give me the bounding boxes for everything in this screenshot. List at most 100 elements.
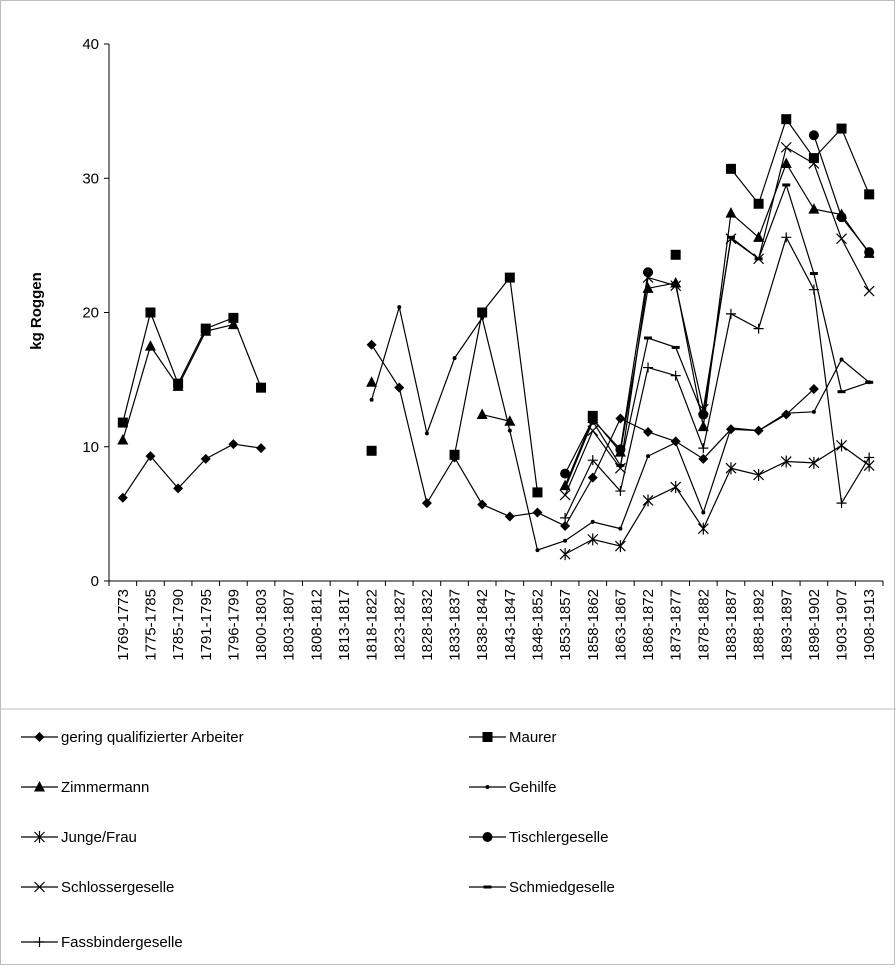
data-point [563, 538, 568, 543]
data-point [228, 439, 239, 450]
data-point [449, 449, 460, 460]
legend-marker [34, 881, 45, 893]
data-point [808, 384, 819, 395]
data-point [697, 522, 709, 535]
x-tick-label: 1868-1872 [640, 589, 657, 661]
legend-item: Gehilfe [469, 779, 557, 796]
data-point [784, 411, 789, 416]
x-tick-label: 1903-1907 [834, 589, 851, 661]
data-point [725, 462, 737, 475]
data-point [200, 453, 211, 464]
legend-label: Zimmermann [61, 779, 149, 796]
data-point [504, 415, 516, 426]
data-point [366, 339, 377, 350]
x-tick-label: 1908-1913 [861, 589, 878, 661]
legend-label: Schlossergeselle [61, 879, 174, 896]
data-point [504, 272, 515, 283]
data-point [559, 548, 571, 561]
x-tick-label: 1823-1827 [391, 589, 408, 661]
data-point [725, 207, 737, 218]
data-point [369, 397, 374, 402]
series-4 [559, 439, 875, 561]
x-tick-label: 1785-1790 [170, 589, 187, 661]
data-point [670, 370, 681, 381]
data-point [561, 486, 570, 490]
legend-label: Gehilfe [509, 779, 557, 796]
data-point [781, 114, 792, 125]
legend-marker [34, 781, 45, 792]
data-point [421, 498, 432, 509]
data-point [836, 233, 847, 245]
data-point [808, 153, 819, 164]
data-point [480, 315, 485, 320]
legend-marker [34, 937, 45, 947]
data-point [808, 284, 819, 295]
x-tick-label: 1800-1803 [253, 589, 270, 661]
data-point [811, 409, 816, 414]
legend-label: gering qualifizierter Arbeiter [61, 729, 244, 746]
data-point [808, 130, 819, 141]
data-point [504, 511, 515, 522]
series-line [122, 310, 262, 423]
data-point [837, 390, 846, 394]
legend-label: Schmiedgeselle [509, 879, 615, 896]
x-tick-label: 1848-1852 [529, 589, 546, 661]
data-point [532, 487, 543, 498]
data-point [643, 267, 654, 278]
data-point [590, 519, 595, 524]
legend-label: Fassbindergeselle [61, 934, 183, 951]
data-point [200, 325, 212, 336]
series-line [564, 444, 870, 555]
series-line [564, 272, 649, 474]
data-point [397, 305, 402, 310]
data-point [753, 468, 765, 481]
y-tick-label: 30 [82, 170, 99, 187]
data-point [476, 408, 488, 420]
data-point [864, 452, 875, 463]
data-point [560, 512, 571, 523]
legend-item: Schlossergeselle [21, 879, 174, 896]
data-point [144, 340, 156, 351]
data-point [587, 472, 598, 483]
data-point [836, 123, 847, 134]
x-tick-label: 1818-1822 [364, 589, 381, 661]
series-line [122, 443, 262, 499]
data-point [615, 413, 626, 424]
x-tick-label: 1791-1795 [198, 589, 215, 661]
x-tick-label: 1843-1847 [502, 589, 519, 661]
data-point [781, 232, 792, 243]
data-point [671, 345, 680, 349]
data-point [477, 307, 488, 318]
x-tick-label: 1853-1857 [557, 589, 574, 661]
legend-item: gering qualifizierter Arbeiter [21, 729, 244, 746]
data-point [228, 312, 239, 323]
data-point [726, 235, 735, 239]
data-point [172, 380, 184, 391]
data-point [836, 212, 847, 223]
data-point [782, 183, 791, 187]
x-tick-label: 1893-1897 [778, 589, 795, 661]
data-point [560, 468, 571, 479]
data-point [117, 492, 128, 503]
series-line [564, 162, 870, 486]
data-point [839, 357, 844, 362]
data-point [753, 323, 764, 334]
data-point [670, 280, 682, 292]
legend: gering qualifizierter Arbeiter Maurer Zimm… [21, 729, 615, 951]
series-1 [117, 114, 875, 498]
legend-label: Maurer [509, 729, 557, 746]
axes: 0 10 20 30 40 1769-1773 1775-1785 1785-1790 1791… [82, 36, 884, 661]
series-line [564, 146, 870, 496]
data-point [532, 507, 543, 518]
legend-marker [482, 732, 493, 742]
data-point [616, 464, 625, 468]
data-point [256, 382, 267, 393]
x-tick-label: 1775-1785 [142, 589, 159, 661]
legend-marker [485, 785, 490, 789]
data-point [644, 336, 653, 340]
data-point [117, 417, 128, 428]
y-tick-label: 20 [82, 305, 99, 322]
data-point [587, 455, 598, 466]
